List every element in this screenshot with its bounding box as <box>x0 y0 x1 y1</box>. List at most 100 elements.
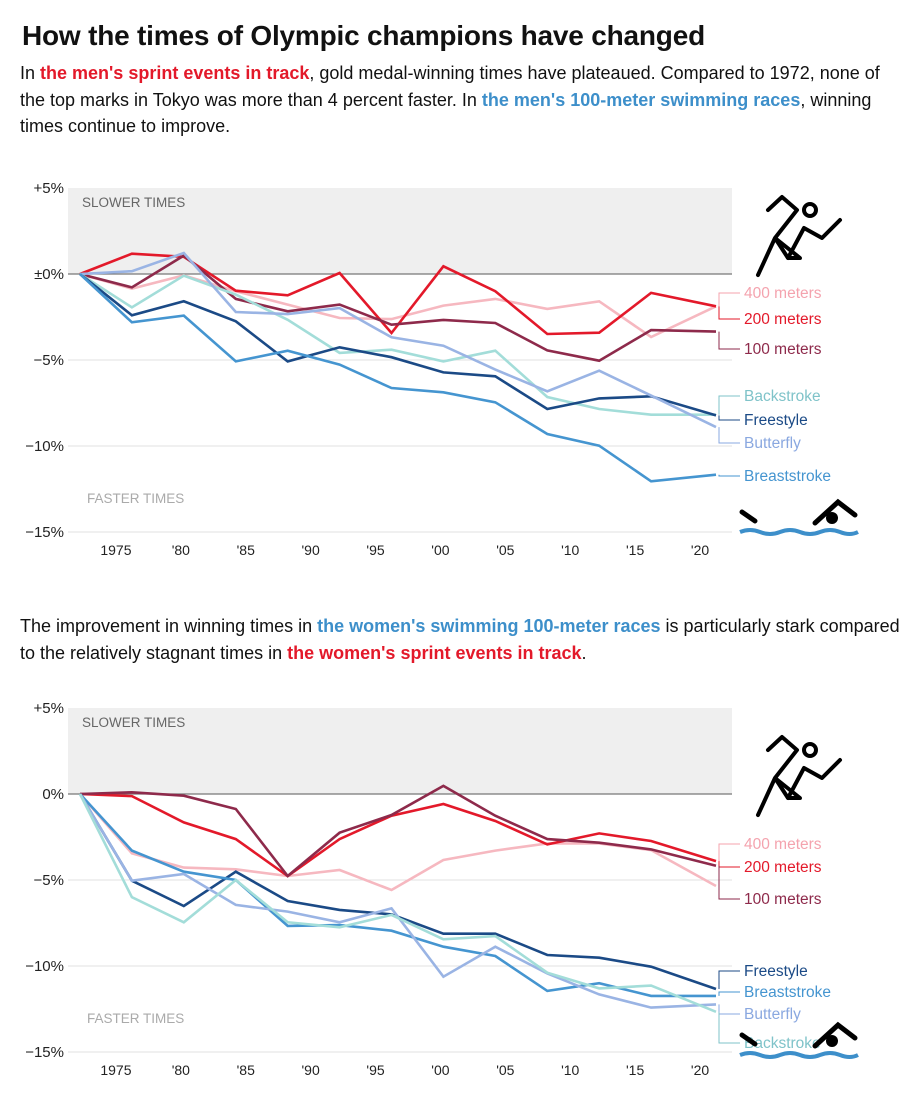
intro-text: In the men's sprint events in track, gol… <box>20 60 900 140</box>
series-label: Backstroke <box>744 1035 821 1052</box>
label-connector <box>718 415 740 421</box>
second-intro-mid: is particularly stark compared to the re… <box>20 616 900 663</box>
label-connector <box>718 395 740 415</box>
series-label: 200 meters <box>744 311 822 328</box>
faster-times-label: FASTER TIMES <box>87 491 184 506</box>
men-chart: +5% ±0% −5% −10% −15% SLOWER TIMES FASTER TIME… <box>25 180 859 558</box>
water-wave <box>739 1051 859 1059</box>
x-tick-label: '05 <box>496 1062 514 1078</box>
swimmer-head <box>826 1035 838 1047</box>
second-intro-text: The improvement in winning times in the … <box>20 613 900 666</box>
y-tick-label: −5% <box>34 352 64 369</box>
intro-pre: In <box>20 63 41 83</box>
y-tick-label: −15% <box>25 1044 64 1061</box>
x-tick-label: '15 <box>626 542 644 558</box>
runner-body <box>756 195 802 277</box>
x-tick-label: '10 <box>561 542 579 558</box>
runner-icon <box>756 735 842 817</box>
series-line-butterfly <box>78 793 717 1009</box>
y-tick-label: −10% <box>25 438 64 455</box>
series-line-100-meters <box>79 784 717 878</box>
series-line-freestyle <box>78 793 717 991</box>
x-tick-label: '20 <box>691 542 709 558</box>
label-connector <box>718 1004 740 1015</box>
swimmer-arm <box>739 1032 758 1047</box>
series-label: Butterfly <box>744 1006 801 1023</box>
series-label: Butterfly <box>744 435 801 452</box>
x-tick-label: '85 <box>237 1062 255 1078</box>
y-tick-label: 0% <box>42 786 64 803</box>
slower-times-label: SLOWER TIMES <box>82 195 185 210</box>
runner-head <box>802 742 818 758</box>
series-label: 200 meters <box>744 859 822 876</box>
water-wave <box>739 528 859 536</box>
x-tick-label: '00 <box>431 1062 449 1078</box>
x-tick-label: '80 <box>172 542 190 558</box>
x-tick-label: '15 <box>626 1062 644 1078</box>
intro-mid: , gold medal-winning times have plateaue… <box>20 63 880 110</box>
slower-times-label: SLOWER TIMES <box>82 715 185 730</box>
x-tick-label: '85 <box>237 542 255 558</box>
x-tick-label: '90 <box>302 542 320 558</box>
label-connector <box>718 970 740 990</box>
series-line-400-meters <box>79 272 717 339</box>
x-tick-label: '05 <box>496 542 514 558</box>
runner-icon <box>756 195 842 277</box>
series-label: Freestyle <box>744 963 808 980</box>
series-label: 100 meters <box>744 891 822 908</box>
second-intro-pre: The improvement in winning times in <box>20 616 318 636</box>
series-label: 400 meters <box>744 836 822 853</box>
label-connector <box>718 865 740 900</box>
highlight-women-swim: the women's swimming 100-meter races <box>317 616 661 636</box>
y-tick-label: ±0% <box>34 266 64 283</box>
series-label: Freestyle <box>744 412 808 429</box>
series-line-100-meters <box>79 254 717 363</box>
label-connector <box>718 1011 740 1044</box>
series-label: Breaststroke <box>744 984 831 1001</box>
series-line-breaststroke <box>79 273 717 483</box>
y-tick-label: +5% <box>34 180 64 197</box>
faster-times-label: FASTER TIMES <box>87 1011 184 1026</box>
x-tick-label: '80 <box>172 1062 190 1078</box>
highlight-men-swim: the men's 100-meter swimming races <box>481 89 801 110</box>
series-line-200-meters <box>79 792 717 878</box>
runner-arm <box>786 218 842 260</box>
label-connector <box>718 991 740 996</box>
series-label: Breaststroke <box>744 468 831 485</box>
runner-head <box>802 202 818 218</box>
label-connector <box>718 861 740 868</box>
runner-arm <box>786 758 842 800</box>
series-label: 100 meters <box>744 341 822 358</box>
series-label: Backstroke <box>744 388 821 405</box>
series-line-breaststroke <box>79 793 716 998</box>
x-tick-label: '10 <box>561 1062 579 1078</box>
series-line-backstroke <box>79 272 716 416</box>
page-title: How the times of Olympic champions have … <box>22 20 705 51</box>
label-connector <box>718 292 740 307</box>
series-line-freestyle <box>79 272 717 417</box>
runner-body <box>756 735 802 817</box>
label-connector <box>718 474 740 477</box>
label-connector <box>718 306 740 320</box>
series-line-backstroke <box>78 793 717 1014</box>
label-connector <box>718 427 740 444</box>
highlight-men-track: the men's sprint events in track <box>40 63 310 83</box>
x-tick-label: '00 <box>431 542 449 558</box>
swimmer-head <box>826 512 838 524</box>
swimmer-body <box>812 498 858 526</box>
highlight-women-track: the women's sprint events in track <box>287 642 582 663</box>
series-label: 400 meters <box>744 285 822 302</box>
second-intro-post: . <box>581 642 587 663</box>
x-tick-label: '95 <box>366 542 384 558</box>
y-tick-label: −15% <box>25 524 64 541</box>
y-tick-label: −5% <box>34 872 64 889</box>
slower-times-band <box>68 708 732 794</box>
swimmer-arm <box>739 509 758 524</box>
y-tick-label: +5% <box>34 700 64 717</box>
y-tick-label: −10% <box>25 958 64 975</box>
x-tick-label: 1975 <box>100 542 131 558</box>
swimmer-body <box>812 1021 858 1049</box>
x-tick-label: '95 <box>366 1062 384 1078</box>
label-connector <box>718 331 740 350</box>
x-tick-label: 1975 <box>100 1062 131 1078</box>
